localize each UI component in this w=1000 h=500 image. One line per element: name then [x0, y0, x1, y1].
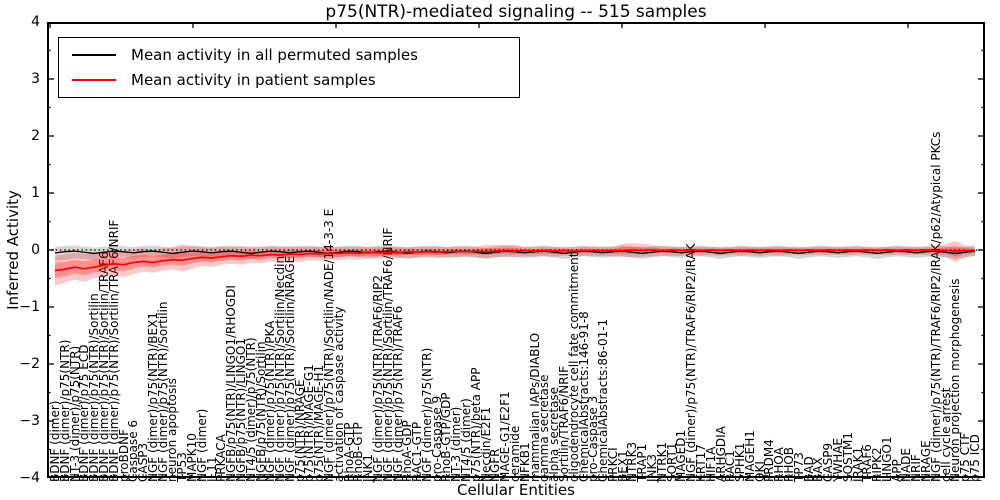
- chart-title: p75(NTR)-mediated signaling -- 515 sampl…: [325, 2, 707, 22]
- legend-line-permuted-icon: [72, 54, 116, 56]
- legend-entry-permuted: Mean activity in all permuted samples: [59, 43, 418, 67]
- permuted-band: [55, 245, 975, 261]
- y-tick-label: 0: [31, 242, 40, 258]
- patient-mean-line: [54, 249, 975, 272]
- x-axis-title: Cellular Entities: [457, 481, 575, 499]
- y-tick-label: −2: [19, 356, 40, 372]
- y-tick-label: −1: [19, 299, 40, 315]
- legend-line-patient-icon: [72, 79, 116, 81]
- legend-label-permuted: Mean activity in all permuted samples: [131, 46, 418, 64]
- chart-canvas: [47, 22, 985, 478]
- plot-area: [47, 22, 985, 478]
- axes-frame: [47, 22, 985, 478]
- y-tick-label: 2: [31, 128, 40, 144]
- legend: Mean activity in all permuted samples Me…: [58, 37, 520, 98]
- legend-label-patient: Mean activity in patient samples: [131, 71, 376, 89]
- y-tick-label: 3: [31, 71, 40, 87]
- legend-entry-patient: Mean activity in patient samples: [59, 68, 376, 92]
- y-tick-label: −3: [19, 413, 40, 429]
- y-tick-label: −4: [19, 470, 40, 486]
- y-tick-label: 1: [31, 185, 40, 201]
- y-tick-label: 4: [31, 14, 40, 30]
